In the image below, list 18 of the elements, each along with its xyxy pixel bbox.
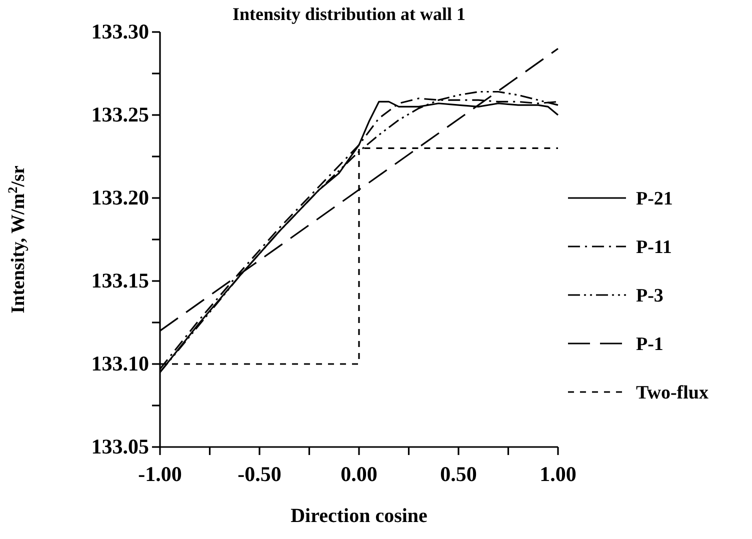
- y-tick-label: 133.20: [91, 186, 149, 210]
- legend-label: P-11: [636, 237, 672, 258]
- x-tick-label: 0.50: [440, 462, 477, 486]
- y-tick-label: 133.30: [91, 20, 149, 44]
- x-axis-title: Direction cosine: [290, 505, 428, 527]
- chart-title: Intensity distribution at wall 1: [232, 4, 466, 24]
- x-tick-label: -1.00: [138, 462, 182, 486]
- legend-label: P-3: [636, 286, 664, 307]
- legend-label: P-21: [636, 188, 673, 210]
- legend-label: Two-flux: [636, 382, 709, 404]
- x-tick-label: -0.50: [238, 462, 282, 486]
- y-tick-label: 133.10: [91, 352, 149, 376]
- y-tick-label: 133.15: [91, 268, 149, 293]
- x-tick-label: 1.00: [540, 462, 576, 486]
- legend-label: P-1: [636, 334, 664, 356]
- y-tick-label: 133.05: [91, 434, 149, 459]
- x-tick-label: 0.00: [340, 462, 378, 486]
- y-tick-label: 133.25: [91, 102, 149, 127]
